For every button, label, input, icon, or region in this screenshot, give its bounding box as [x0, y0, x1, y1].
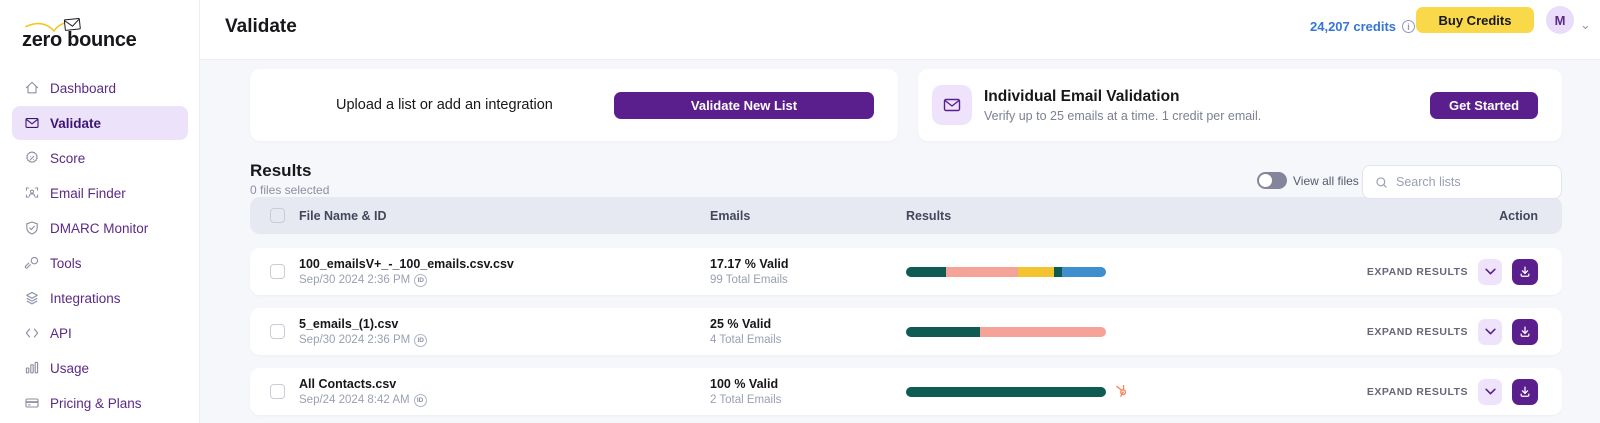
- svg-text:zero bounce: zero bounce: [22, 29, 137, 51]
